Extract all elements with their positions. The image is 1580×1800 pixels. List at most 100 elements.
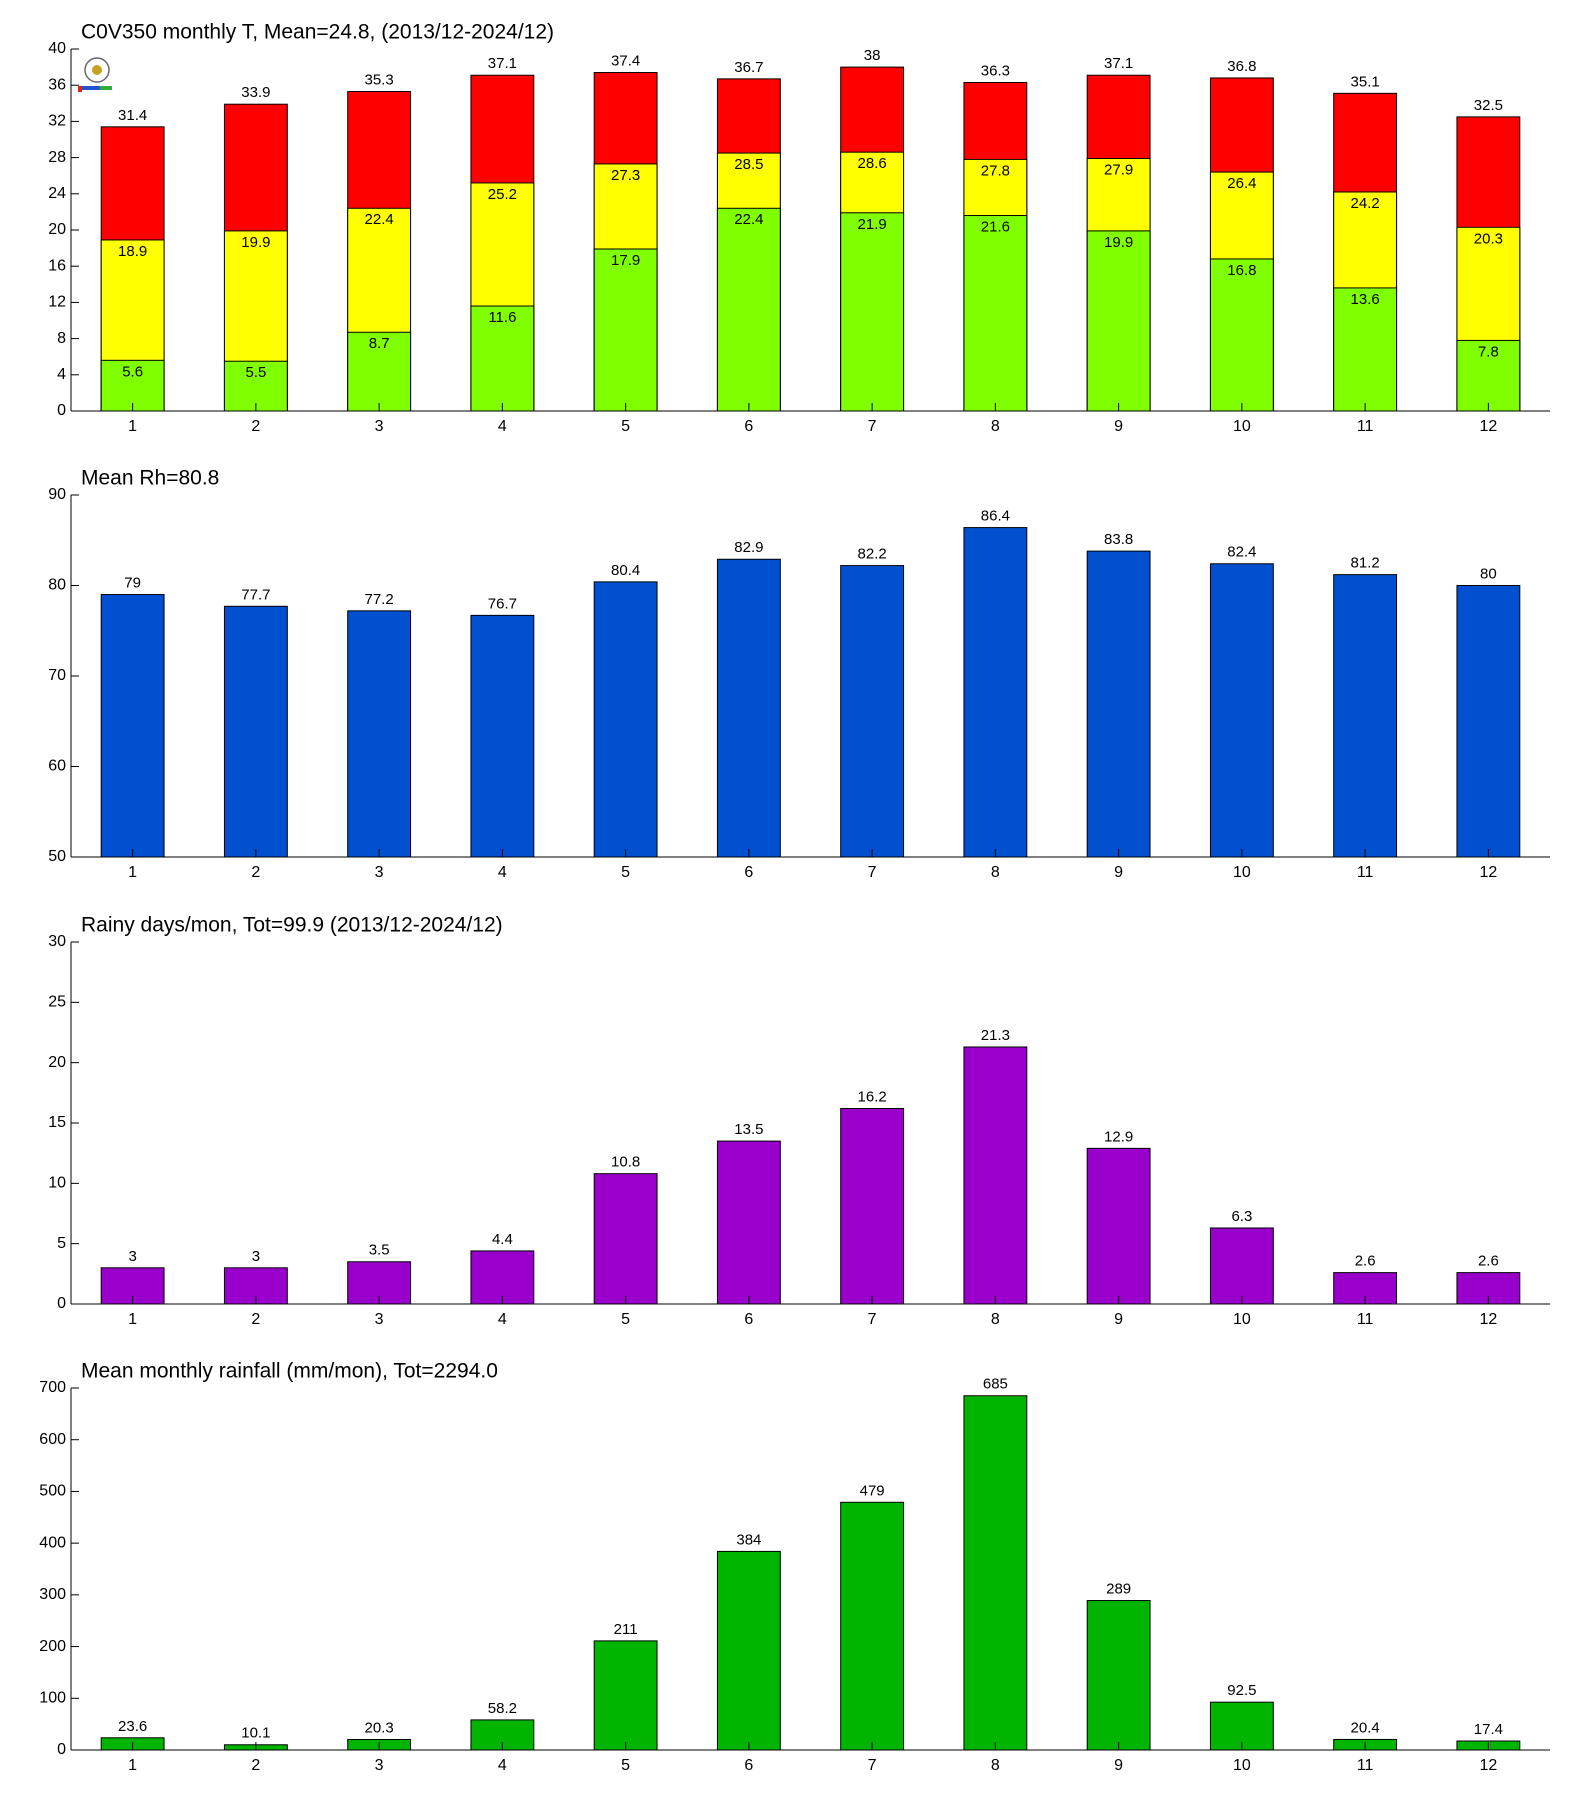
- y-tick-label: 10: [48, 1175, 66, 1192]
- y-tick-label: 30: [48, 933, 66, 950]
- bar: [1086, 1600, 1151, 1751]
- y-tick-label: 4: [57, 366, 66, 383]
- value-label: 24.2: [1351, 195, 1380, 212]
- x-tick-label: 10: [1233, 864, 1251, 881]
- value-label: 3.5: [369, 1242, 390, 1259]
- value-label: 3: [128, 1248, 136, 1265]
- logo-text-red: [78, 86, 82, 92]
- y-tick-label: 12: [48, 294, 66, 311]
- x-tick-label: 12: [1479, 864, 1497, 881]
- value-label: 16.2: [858, 1088, 887, 1105]
- chart-title: Mean monthly rainfall (mm/mon), Tot=2294…: [81, 1360, 498, 1383]
- y-tick-label: 500: [39, 1483, 66, 1500]
- bar: [716, 1140, 781, 1305]
- bar: [470, 614, 535, 858]
- y-tick-label: 80: [48, 577, 66, 594]
- chart-title: Rainy days/mon, Tot=99.9 (2013/12-2024/1…: [81, 914, 503, 937]
- x-tick-label: 9: [1114, 1311, 1123, 1328]
- bar: [100, 594, 165, 858]
- bar: [840, 1108, 905, 1305]
- y-tick-label: 400: [39, 1534, 66, 1551]
- value-label: 28.6: [858, 155, 887, 172]
- bar: [840, 1501, 905, 1751]
- x-tick-label: 10: [1233, 1311, 1251, 1328]
- x-tick-label: 11: [1357, 1757, 1374, 1774]
- bar: [840, 212, 905, 412]
- x-tick-label: 6: [744, 418, 753, 435]
- bar: [963, 1046, 1028, 1305]
- value-label: 20.3: [365, 1719, 394, 1736]
- bar: [1209, 1227, 1274, 1305]
- x-tick-label: 2: [251, 1757, 260, 1774]
- x-tick-label: 8: [991, 418, 1000, 435]
- value-label: 27.8: [981, 162, 1010, 179]
- x-tick-label: 3: [375, 864, 384, 881]
- value-label: 21.6: [981, 218, 1010, 235]
- value-label: 4.4: [492, 1231, 513, 1248]
- bar: [1086, 550, 1151, 858]
- value-label: 27.9: [1104, 161, 1133, 178]
- y-tick-label: 25: [48, 994, 66, 1011]
- x-tick-label: 8: [991, 1757, 1000, 1774]
- value-label: 37.1: [1104, 55, 1133, 72]
- x-tick-label: 8: [991, 864, 1000, 881]
- value-label: 479: [860, 1482, 885, 1499]
- value-label: 33.9: [241, 84, 270, 101]
- y-tick-label: 20: [48, 1054, 66, 1071]
- y-tick-label: 16: [48, 257, 66, 274]
- x-tick-label: 7: [868, 864, 877, 881]
- value-label: 32.5: [1474, 97, 1503, 114]
- value-label: 2.6: [1355, 1253, 1376, 1270]
- x-tick-label: 9: [1114, 418, 1123, 435]
- value-label: 384: [736, 1531, 761, 1548]
- y-tick-label: 60: [48, 758, 66, 775]
- x-tick-label: 5: [621, 1757, 630, 1774]
- value-label: 36.8: [1227, 58, 1256, 75]
- value-label: 76.7: [488, 595, 517, 612]
- value-label: 20.4: [1351, 1719, 1380, 1736]
- x-tick-label: 9: [1114, 864, 1123, 881]
- x-tick-label: 5: [621, 1311, 630, 1328]
- y-tick-label: 0: [57, 1295, 66, 1312]
- bar: [593, 1640, 658, 1751]
- value-label: 22.4: [734, 211, 763, 228]
- y-tick-label: 700: [39, 1379, 66, 1396]
- value-label: 289: [1106, 1581, 1131, 1598]
- y-tick-label: 40: [48, 40, 66, 57]
- value-label: 80.4: [611, 562, 640, 579]
- value-label: 13.6: [1351, 291, 1380, 308]
- bar: [593, 1173, 658, 1305]
- logo-text-green: [100, 86, 112, 90]
- y-tick-label: 32: [48, 113, 66, 130]
- y-tick-label: 28: [48, 149, 66, 166]
- value-label: 77.2: [365, 591, 394, 608]
- bar: [593, 248, 658, 412]
- x-tick-label: 4: [498, 418, 507, 435]
- value-label: 11.6: [488, 309, 516, 326]
- x-tick-label: 3: [375, 1311, 384, 1328]
- value-label: 77.7: [241, 586, 270, 603]
- y-tick-label: 600: [39, 1431, 66, 1448]
- value-label: 21.9: [858, 216, 887, 233]
- bar: [347, 331, 412, 412]
- value-label: 19.9: [1104, 234, 1133, 251]
- value-label: 22.4: [365, 211, 394, 228]
- value-label: 19.9: [241, 234, 270, 251]
- value-label: 38: [864, 47, 881, 64]
- bar: [963, 527, 1028, 858]
- y-tick-label: 8: [57, 330, 66, 347]
- bar: [1333, 287, 1398, 412]
- x-tick-label: 11: [1357, 1311, 1374, 1328]
- value-label: 211: [614, 1621, 638, 1638]
- logo: [78, 57, 112, 92]
- bar: [593, 581, 658, 858]
- x-tick-label: 5: [621, 418, 630, 435]
- y-tick-label: 15: [48, 1114, 66, 1131]
- bar: [1209, 258, 1274, 412]
- value-label: 28.5: [734, 156, 763, 173]
- bar: [716, 207, 781, 412]
- value-label: 25.2: [488, 186, 517, 203]
